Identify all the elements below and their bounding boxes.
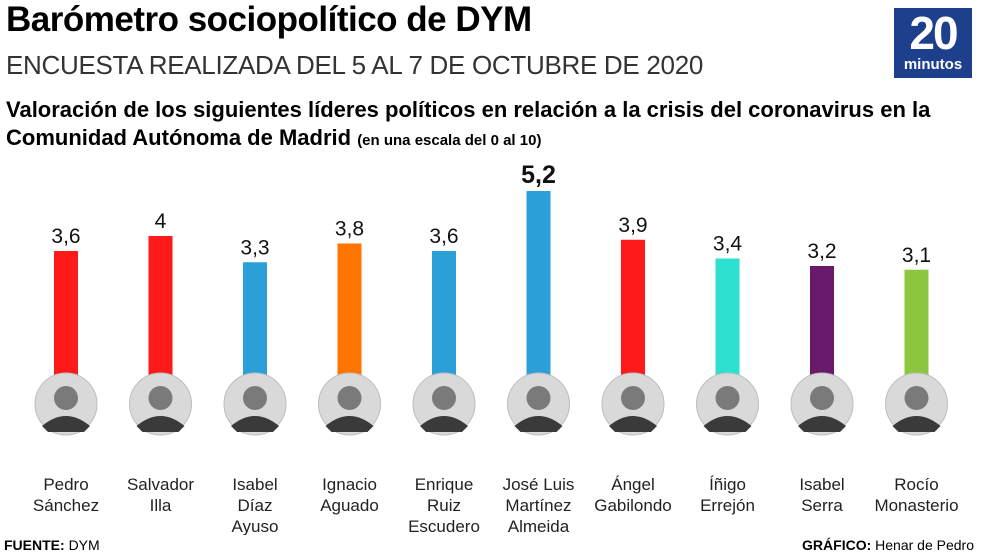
bar	[54, 251, 78, 386]
bar	[621, 239, 645, 386]
category-label: Errejón	[700, 496, 755, 515]
photo-shoulders	[514, 416, 563, 432]
portrait-photo-icon	[318, 372, 381, 436]
bar	[148, 236, 173, 386]
category-label: Isabel	[799, 475, 844, 494]
source-label: FUENTE:	[4, 537, 65, 553]
portrait-photo-icon	[129, 372, 192, 436]
bar	[715, 258, 740, 386]
category-label: Martínez	[505, 496, 571, 515]
bar-value-label: 5,2	[521, 161, 556, 189]
chart-question: Valoración de los siguientes líderes pol…	[6, 96, 981, 155]
portrait-photo-icon	[601, 372, 665, 436]
photo-head	[904, 386, 929, 410]
bar-value-label: 3,9	[618, 214, 647, 237]
logo-number: 20	[909, 7, 958, 59]
photo-shoulders	[703, 416, 752, 432]
category-label: Rocío	[894, 475, 938, 494]
chart-title: Barómetro sociopolítico de DYM	[6, 0, 532, 39]
bar	[904, 269, 929, 386]
category-label: Illa	[150, 496, 172, 515]
photo-head	[337, 386, 362, 410]
bar-value-label: 3,6	[51, 225, 80, 248]
category-label: Ángel	[611, 475, 654, 494]
bar-value-label: 4	[155, 210, 167, 233]
photo-head	[526, 386, 551, 410]
bar	[243, 262, 267, 386]
credit-label: GRÁFICO:	[802, 537, 872, 553]
photo-shoulders	[136, 416, 185, 432]
category-label: Enrique	[415, 475, 474, 494]
photo-shoulders	[325, 416, 374, 432]
photo-shoulders	[420, 416, 468, 432]
bar-value-label: 3,6	[429, 225, 458, 248]
category-label: Ayuso	[232, 517, 279, 535]
photo-shoulders	[609, 416, 657, 432]
bar-value-label: 3,3	[240, 236, 269, 259]
photo-head	[54, 386, 78, 410]
bar	[810, 266, 834, 386]
category-label: Ignacio	[322, 475, 377, 494]
category-label: Ruiz	[427, 496, 461, 515]
category-label: José Luis	[503, 475, 575, 494]
portrait-photo-icon	[507, 372, 570, 436]
photo-head	[243, 386, 267, 410]
category-label: Díaz	[238, 496, 273, 515]
credit-value: Henar de Pedro	[875, 537, 974, 553]
category-label: Gabilondo	[594, 496, 672, 515]
photo-shoulders	[42, 416, 90, 432]
category-label: Serra	[801, 496, 843, 515]
photo-shoulders	[231, 416, 279, 432]
category-label: Sánchez	[33, 496, 99, 515]
category-label: Íñigo	[709, 475, 746, 494]
photo-head	[810, 386, 834, 410]
portrait-photo-icon	[34, 372, 98, 436]
portrait-photo-icon	[790, 372, 854, 436]
photo-shoulders	[798, 416, 846, 432]
bar	[432, 251, 456, 386]
category-label: Escudero	[408, 517, 480, 535]
portrait-photo-icon	[696, 372, 759, 436]
photo-head	[715, 386, 740, 410]
bar-chart: 3,6 Pedro Sánchez 4 Salvador Illa 3,3 Isabel Día…	[33, 161, 959, 535]
category-label: Monasterio	[874, 496, 958, 515]
photo-head	[432, 386, 456, 410]
scale-note: (en una escala del 0 al 10)	[357, 132, 542, 149]
category-label: Almeida	[508, 517, 570, 535]
source-value: DYM	[68, 537, 100, 553]
photo-shoulders	[892, 416, 941, 432]
portrait-photo-icon	[223, 372, 287, 436]
bar-value-label: 3,1	[902, 244, 931, 267]
category-label: Pedro	[43, 475, 88, 494]
photo-head	[621, 386, 645, 410]
question-text: Valoración de los siguientes líderes pol…	[6, 97, 931, 150]
category-label: Aguado	[320, 496, 379, 515]
brand-logo: 20 minutos	[894, 8, 972, 78]
bar	[526, 191, 551, 386]
bar	[337, 243, 362, 386]
photo-head	[148, 386, 173, 410]
chart-subtitle: ENCUESTA REALIZADA DEL 5 AL 7 DE OCTUBRE…	[6, 50, 704, 80]
credit-note: GRÁFICO: Henar de Pedro	[802, 537, 974, 553]
portrait-photo-icon	[412, 372, 476, 436]
source-note: FUENTE: DYM	[4, 537, 100, 553]
bar-value-label: 3,2	[807, 240, 836, 263]
portrait-photo-icon	[885, 372, 948, 436]
bar-value-label: 3,4	[713, 233, 743, 256]
bar-value-label: 3,8	[335, 218, 364, 241]
category-label: Salvador	[127, 475, 194, 494]
category-label: Isabel	[232, 475, 277, 494]
logo-word: minutos	[903, 56, 963, 73]
